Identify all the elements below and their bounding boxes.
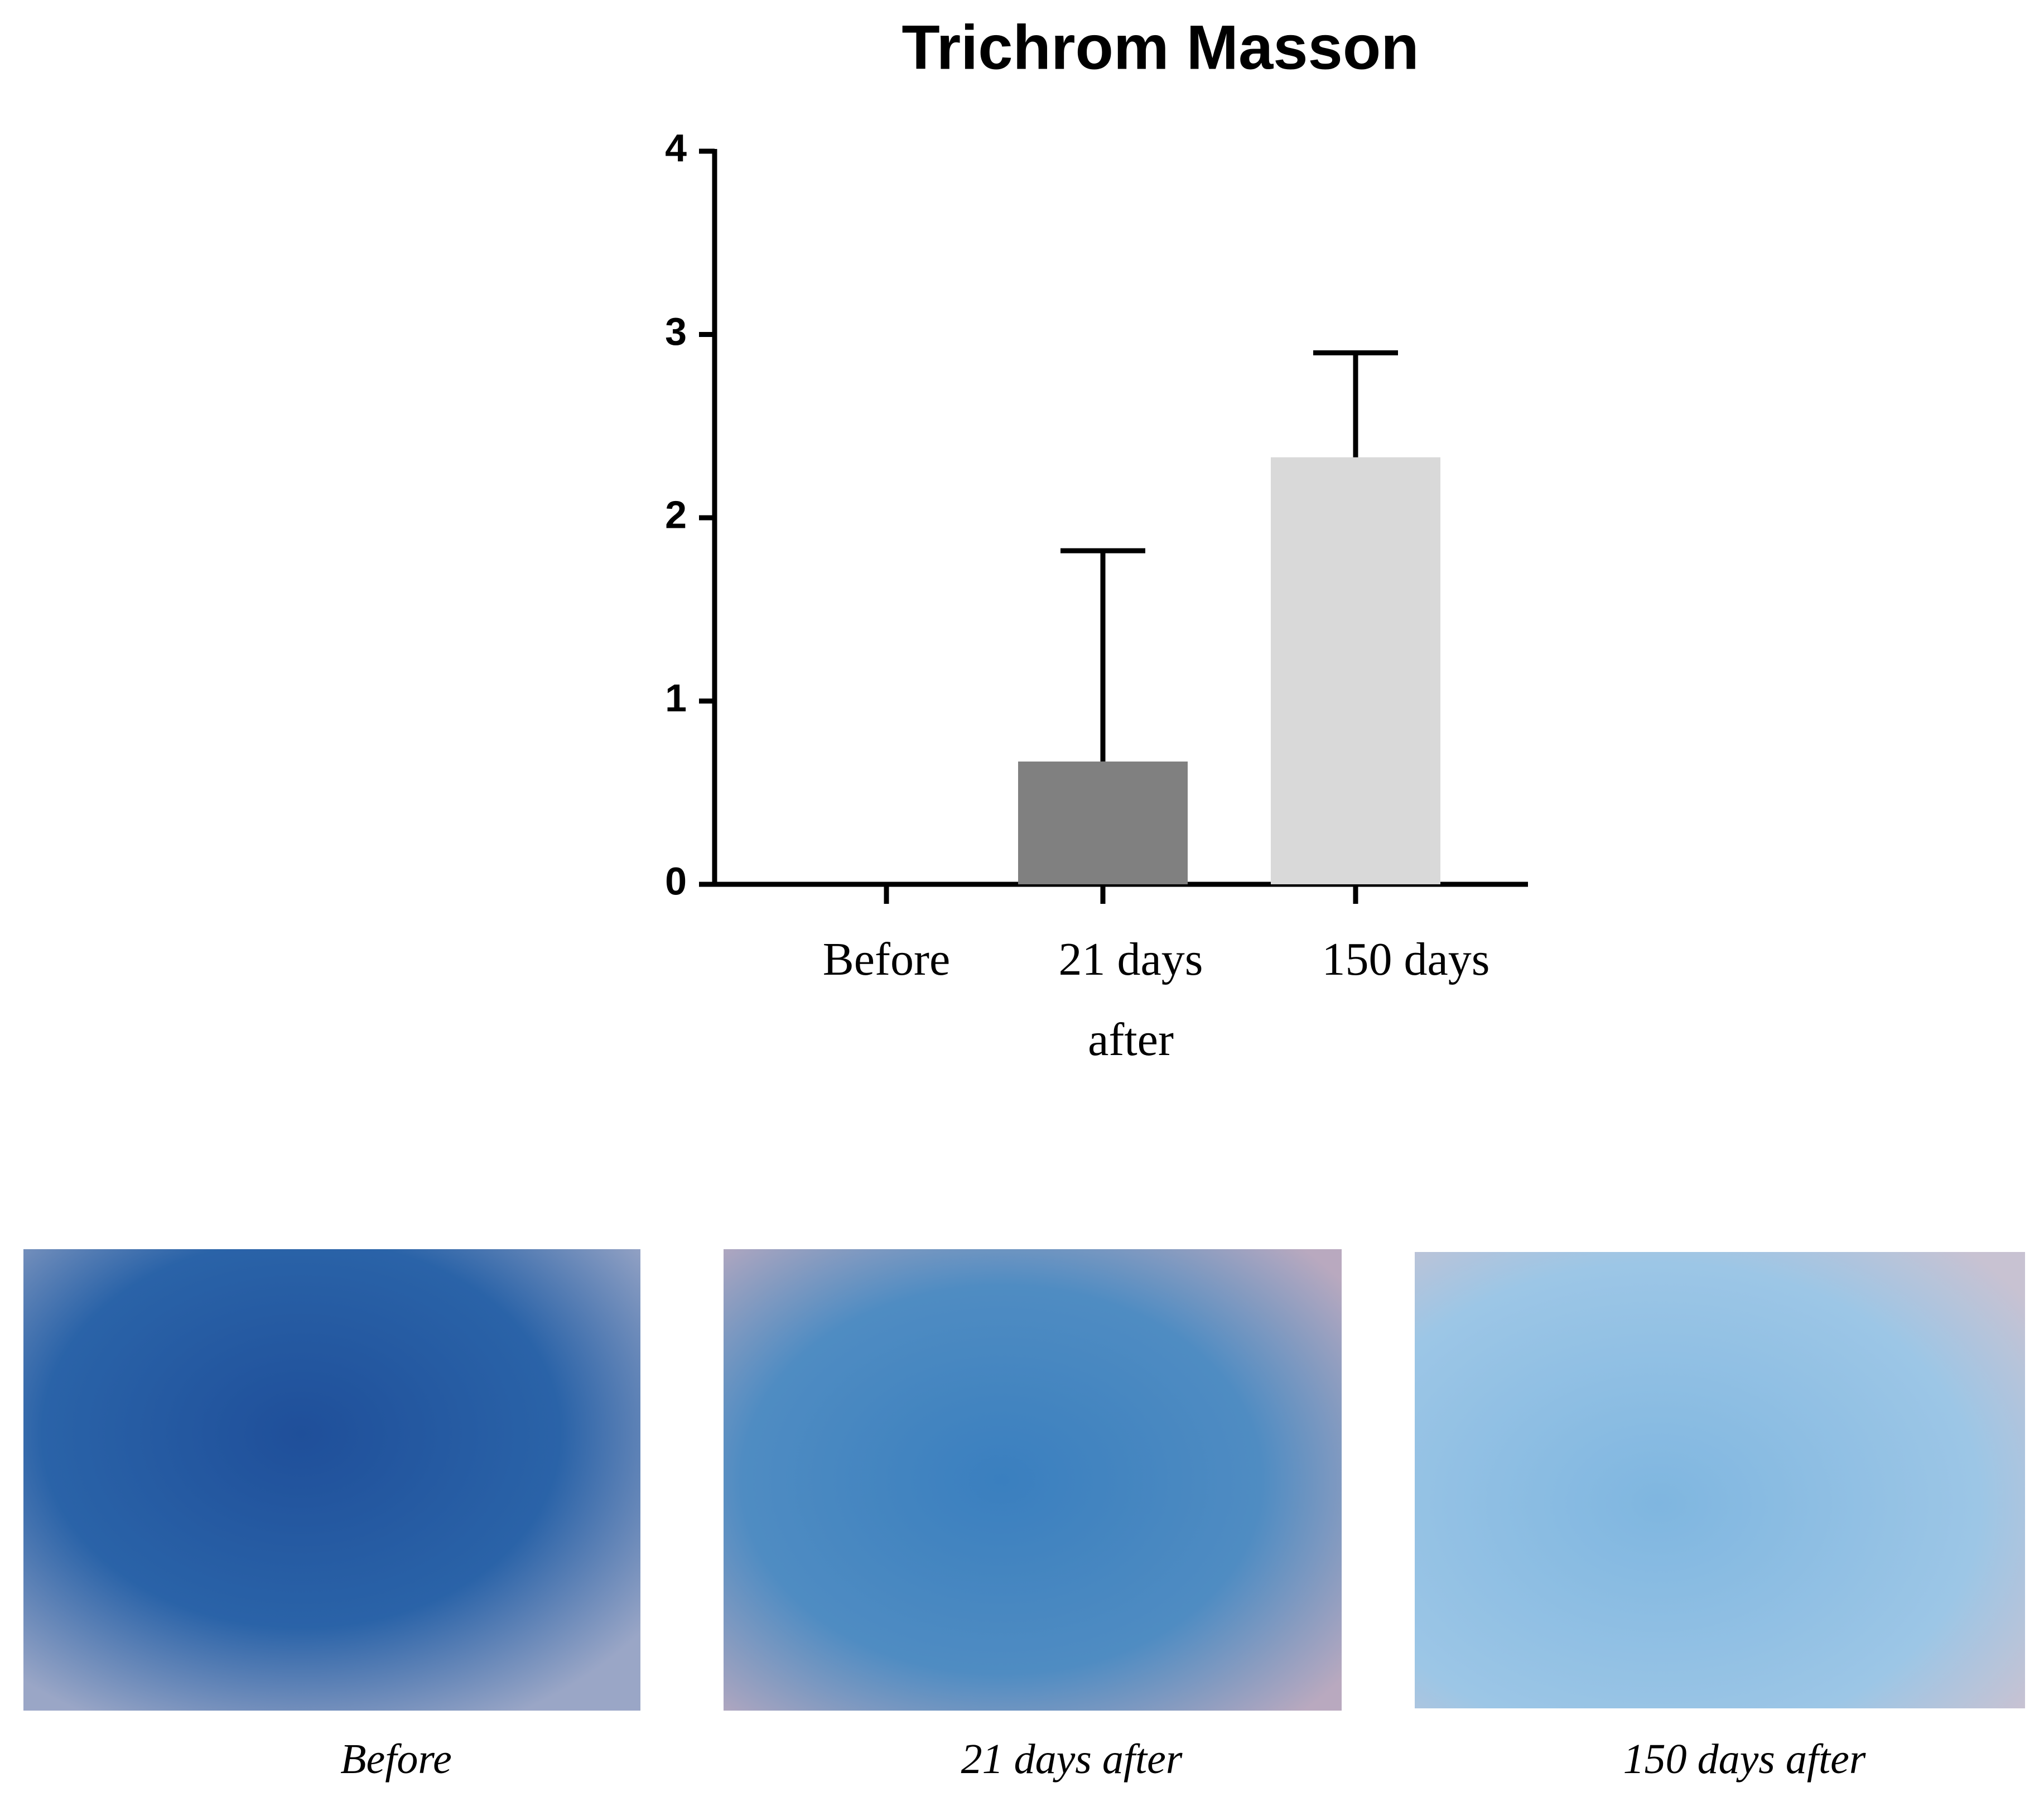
y-tick-label: 3: [665, 310, 687, 353]
x-tick-label: 150 days: [1322, 933, 1490, 985]
x-tick-label: Before: [822, 933, 951, 985]
micrograph: [724, 1249, 1342, 1711]
y-tick-label: 4: [665, 126, 687, 170]
bar: [1271, 457, 1440, 884]
y-tick-label: 0: [665, 859, 687, 903]
panel-caption: Before: [340, 1736, 452, 1783]
y-tick-label: 1: [665, 676, 687, 720]
micrograph: [23, 1249, 640, 1711]
micrograph: [1415, 1252, 2025, 1708]
chart-title: Trichrom Masson: [902, 13, 1419, 83]
x-tick-label: 21 days after: [1058, 933, 1203, 1066]
panel-caption: 150 days after: [1623, 1736, 1866, 1783]
bar: [1018, 761, 1188, 884]
panel-caption: 21 days after: [961, 1736, 1183, 1783]
y-tick-label: 2: [665, 493, 687, 536]
